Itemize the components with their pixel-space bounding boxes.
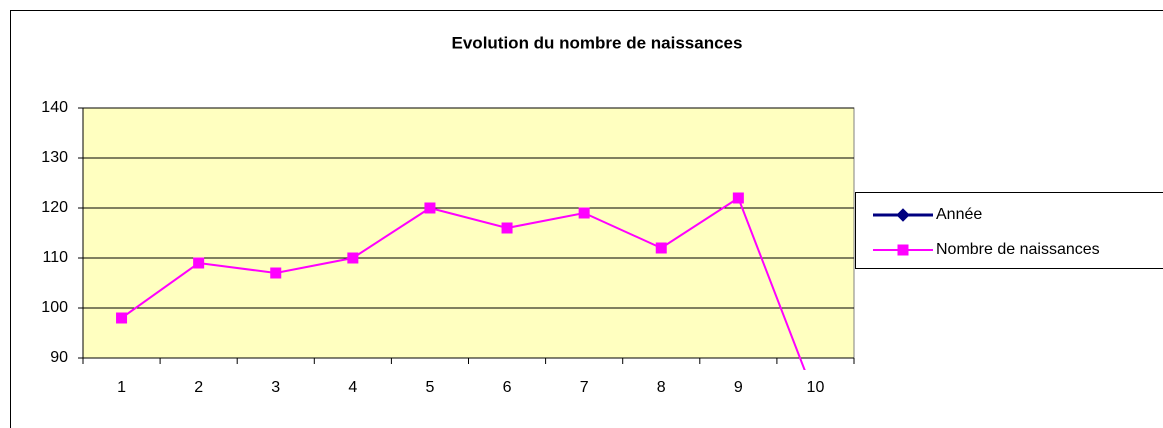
legend-box: [855, 192, 1163, 269]
x-tick-label: 3: [271, 379, 280, 396]
marker: [116, 312, 128, 324]
series-line: [120, 196, 806, 370]
y-tick-label: 110: [42, 249, 68, 266]
marker: [347, 252, 359, 264]
y-tick-label: 100: [41, 299, 68, 316]
marker: [270, 267, 282, 279]
plot-area: [82, 107, 855, 359]
x-tick-label: 2: [194, 379, 203, 396]
marker: [424, 202, 436, 214]
y-tick-label: 140: [41, 99, 68, 116]
chart-title: Evolution du nombre de naissances: [452, 33, 743, 52]
y-tick-label: 90: [50, 349, 68, 366]
plot-series: [116, 192, 806, 370]
y-tick-label: 120: [41, 199, 68, 216]
legend-marker: [897, 244, 909, 256]
marker: [501, 222, 513, 234]
marker: [193, 257, 205, 269]
legend-label: Nombre de naissances: [936, 241, 1100, 258]
marker: [578, 207, 590, 219]
marker: [732, 192, 744, 204]
x-tick-label: 1: [117, 379, 126, 396]
x-tick-label: 4: [348, 379, 357, 396]
x-tick-label: 9: [734, 379, 743, 396]
legend-marker: [896, 208, 910, 222]
x-tick-label: 10: [807, 379, 825, 396]
x-tick-label: 6: [503, 379, 512, 396]
marker: [655, 242, 667, 254]
legend-label: Année: [936, 206, 982, 223]
x-tick-label: 8: [657, 379, 666, 396]
y-tick-label: 130: [41, 149, 68, 166]
x-tick-label: 7: [580, 379, 589, 396]
x-tick-label: 5: [425, 379, 434, 396]
